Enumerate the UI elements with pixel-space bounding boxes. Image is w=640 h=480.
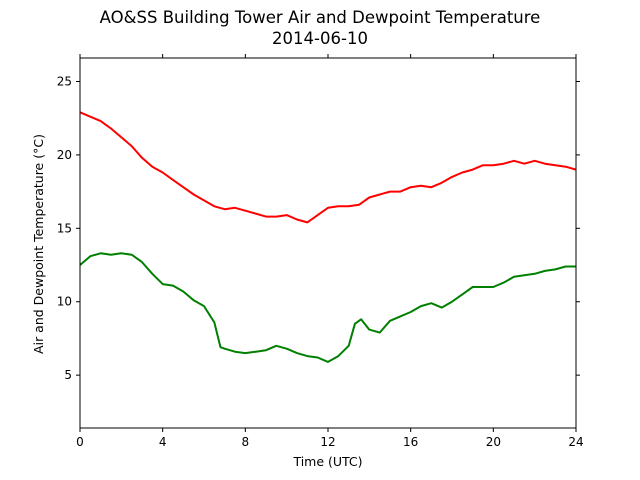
y-tick-label: 25 [57, 74, 72, 88]
chart-title: AO&SS Building Tower Air and Dewpoint Te… [99, 8, 541, 27]
y-axis-label: Air and Dewpoint Temperature (°C) [31, 134, 46, 354]
y-tick-label: 15 [57, 221, 72, 235]
y-tick-label: 10 [57, 295, 72, 309]
x-tick-label: 8 [242, 435, 250, 449]
x-axis-label: Time (UTC) [292, 454, 362, 469]
x-tick-label: 16 [403, 435, 418, 449]
x-tick-label: 0 [76, 435, 84, 449]
plot-area [80, 58, 576, 428]
y-tick-label: 5 [64, 368, 72, 382]
x-tick-label: 20 [486, 435, 501, 449]
axes-layer: 0 4 8 12 16 20 24 5 10 15 20 25 [57, 54, 584, 449]
series-line-1 [79, 111, 577, 224]
x-tick-label: 12 [320, 435, 335, 449]
y-tick-label: 20 [57, 148, 72, 162]
series-layer [79, 111, 577, 363]
x-tick-label: 24 [568, 435, 583, 449]
x-tick-label: 4 [159, 435, 167, 449]
plot-background [80, 58, 576, 428]
series-line-2 [79, 252, 576, 363]
chart-subtitle: 2014-06-10 [272, 29, 368, 48]
